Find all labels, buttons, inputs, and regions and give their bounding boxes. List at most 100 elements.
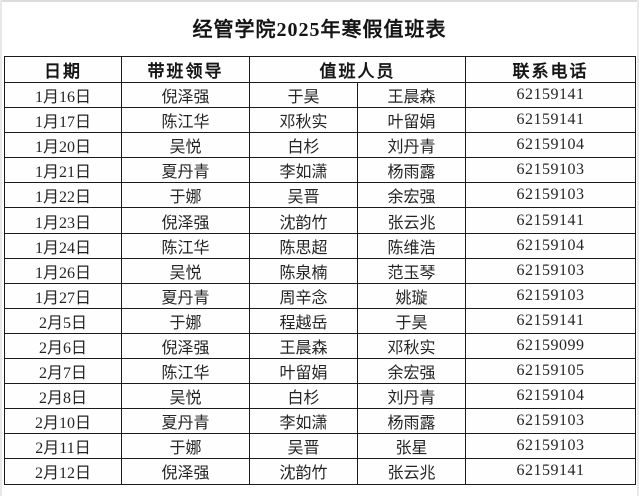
cell-date: 1月21日 bbox=[4, 157, 122, 184]
cell-staff-2: 刘丹青 bbox=[357, 383, 466, 410]
cell-date: 1月26日 bbox=[4, 257, 122, 284]
duty-table-body: 1月16日 倪泽强 于昊 王晨森 62159141 1月17日 陈江华 邓秋实 叶留娟 62159… bbox=[4, 81, 636, 485]
cell-date: 1月27日 bbox=[4, 282, 122, 309]
cell-phone: 62159103 bbox=[465, 257, 636, 284]
cell-phone: 62159103 bbox=[465, 157, 636, 184]
cell-staff-1: 周辛念 bbox=[249, 282, 358, 309]
cell-staff-1: 王晨森 bbox=[249, 332, 358, 360]
table-row: 1月26日 吴悦 陈泉楠 范玉琴 62159103 bbox=[4, 257, 636, 284]
cell-staff-1: 沈韵竹 bbox=[249, 207, 358, 234]
cell-leader: 倪泽强 bbox=[121, 81, 250, 109]
cell-phone: 62159103 bbox=[465, 408, 636, 435]
table-row: 2月12日 倪泽强 沈韵竹 张云兆 62159141 bbox=[4, 458, 636, 485]
cell-phone: 62159141 bbox=[465, 207, 636, 234]
cell-staff-1: 程越岳 bbox=[249, 307, 358, 334]
cell-leader: 于娜 bbox=[121, 433, 250, 460]
cell-staff-2: 叶留娟 bbox=[357, 107, 466, 134]
cell-leader: 吴悦 bbox=[121, 257, 250, 284]
cell-staff-2: 于昊 bbox=[357, 307, 466, 334]
cell-staff-1: 白杉 bbox=[249, 383, 358, 410]
cell-date: 1月20日 bbox=[4, 132, 122, 159]
table-row: 1月24日 陈江华 陈思超 陈维浩 62159104 bbox=[4, 232, 636, 259]
cell-phone: 62159104 bbox=[465, 383, 636, 410]
page-title: 经管学院2025年寒假值班表 bbox=[192, 19, 447, 41]
cell-phone: 62159141 bbox=[465, 458, 636, 485]
cell-phone: 62159103 bbox=[465, 182, 636, 209]
cell-leader: 夏丹青 bbox=[121, 157, 250, 184]
cell-staff-1: 邓秋实 bbox=[249, 107, 358, 134]
cell-date: 1月24日 bbox=[4, 232, 122, 259]
cell-staff-2: 张云兆 bbox=[357, 207, 466, 234]
cell-staff-2: 张星 bbox=[357, 433, 466, 460]
cell-date: 2月7日 bbox=[4, 358, 122, 385]
cell-phone: 62159104 bbox=[465, 232, 636, 259]
table-row: 1月17日 陈江华 邓秋实 叶留娟 62159141 bbox=[4, 107, 636, 134]
table-row: 2月8日 吴悦 白杉 刘丹青 62159104 bbox=[4, 383, 636, 410]
cell-date: 2月5日 bbox=[4, 307, 122, 334]
table-row: 1月20日 吴悦 白杉 刘丹青 62159104 bbox=[4, 132, 636, 159]
cell-date: 1月17日 bbox=[4, 107, 122, 134]
cell-staff-2: 范玉琴 bbox=[357, 257, 466, 284]
cell-date: 2月8日 bbox=[4, 383, 122, 410]
cell-staff-1: 陈泉楠 bbox=[249, 257, 358, 284]
cell-leader: 于娜 bbox=[121, 182, 250, 209]
cell-date: 1月22日 bbox=[4, 182, 122, 209]
table-row: 1月22日 于娜 吴晋 余宏强 62159103 bbox=[4, 182, 636, 209]
cell-leader: 于娜 bbox=[121, 307, 250, 334]
cell-staff-2: 杨雨露 bbox=[357, 157, 466, 184]
cell-staff-1: 叶留娟 bbox=[249, 358, 358, 385]
scan-edge-right bbox=[637, 0, 639, 496]
cell-staff-2: 杨雨露 bbox=[357, 408, 466, 435]
cell-leader: 夏丹青 bbox=[121, 282, 250, 309]
cell-staff-1: 陈思超 bbox=[249, 232, 358, 259]
cell-leader: 倪泽强 bbox=[121, 207, 250, 234]
table-row: 2月7日 陈江华 叶留娟 余宏强 62159105 bbox=[4, 358, 636, 385]
cell-leader: 陈江华 bbox=[121, 107, 250, 134]
cell-date: 2月6日 bbox=[4, 332, 122, 360]
table-row: 1月16日 倪泽强 于昊 王晨森 62159141 bbox=[4, 81, 636, 109]
cell-phone: 62159141 bbox=[465, 307, 636, 334]
cell-staff-1: 李如潇 bbox=[249, 157, 358, 184]
cell-phone: 62159099 bbox=[465, 332, 636, 360]
header-staff: 值班人员 bbox=[249, 56, 466, 83]
cell-date: 2月10日 bbox=[4, 408, 122, 435]
table-row: 2月5日 于娜 程越岳 于昊 62159141 bbox=[4, 307, 636, 334]
cell-leader: 倪泽强 bbox=[121, 458, 250, 485]
table-header-row: 日期 带班领导 值班人员 联系电话 bbox=[4, 56, 636, 83]
cell-phone: 62159141 bbox=[465, 81, 636, 109]
header-date: 日期 bbox=[4, 56, 122, 83]
cell-phone: 62159141 bbox=[465, 107, 636, 134]
header-leader: 带班领导 bbox=[121, 56, 250, 83]
cell-date: 1月16日 bbox=[4, 81, 122, 109]
cell-date: 1月23日 bbox=[4, 207, 122, 234]
cell-phone: 62159105 bbox=[465, 358, 636, 385]
cell-leader: 吴悦 bbox=[121, 383, 250, 410]
cell-staff-2: 余宏强 bbox=[357, 182, 466, 209]
cell-staff-2: 王晨森 bbox=[357, 81, 466, 109]
cell-leader: 夏丹青 bbox=[121, 408, 250, 435]
table-row: 2月10日 夏丹青 李如潇 杨雨露 62159103 bbox=[4, 408, 636, 435]
table-row: 2月11日 于娜 吴晋 张星 62159103 bbox=[4, 433, 636, 460]
cell-staff-1: 吴晋 bbox=[249, 433, 358, 460]
cell-staff-1: 白杉 bbox=[249, 132, 358, 159]
cell-date: 2月12日 bbox=[4, 458, 122, 485]
cell-leader: 陈江华 bbox=[121, 358, 250, 385]
cell-leader: 陈江华 bbox=[121, 232, 250, 259]
table-row: 1月21日 夏丹青 李如潇 杨雨露 62159103 bbox=[4, 157, 636, 184]
scan-edge-left bbox=[0, 0, 2, 496]
cell-date: 2月11日 bbox=[4, 433, 122, 460]
cell-staff-2: 姚璇 bbox=[357, 282, 466, 309]
cell-staff-2: 邓秋实 bbox=[357, 332, 466, 360]
table-row: 1月23日 倪泽强 沈韵竹 张云兆 62159141 bbox=[4, 207, 636, 234]
cell-staff-2: 刘丹青 bbox=[357, 132, 466, 159]
table-row: 2月6日 倪泽强 王晨森 邓秋实 62159099 bbox=[4, 332, 636, 360]
scan-edge-top bbox=[0, 0, 639, 2]
cell-staff-2: 余宏强 bbox=[357, 358, 466, 385]
cell-phone: 62159103 bbox=[465, 282, 636, 309]
cell-leader: 倪泽强 bbox=[121, 332, 250, 360]
cell-staff-2: 张云兆 bbox=[357, 458, 466, 485]
duty-table: 日期 带班领导 值班人员 联系电话 1月16日 倪泽强 于昊 王晨森 62159141 1… bbox=[4, 56, 636, 485]
cell-staff-1: 吴晋 bbox=[249, 182, 358, 209]
cell-staff-1: 沈韵竹 bbox=[249, 458, 358, 485]
header-phone: 联系电话 bbox=[465, 56, 636, 83]
